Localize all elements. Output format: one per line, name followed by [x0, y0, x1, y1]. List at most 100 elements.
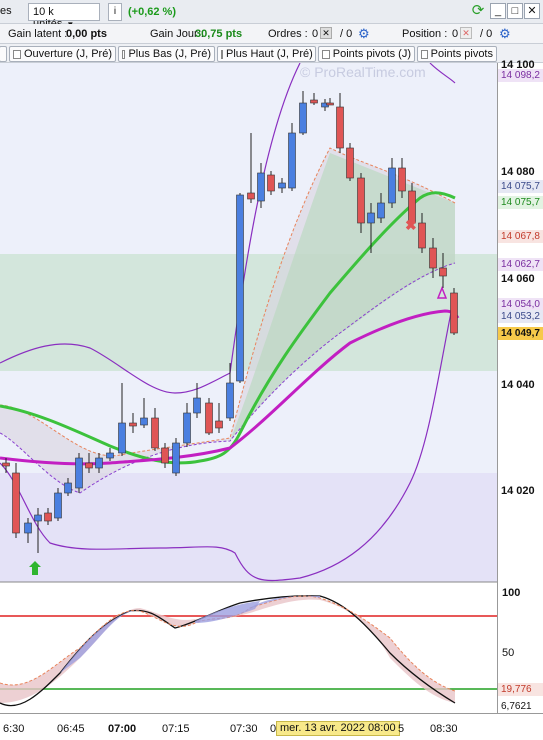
candle-body	[346, 147, 354, 179]
refresh-icon[interactable]: ⟳	[471, 2, 485, 19]
checkbox[interactable]	[13, 49, 21, 59]
indicator-chip-ouverture[interactable]: Ouverture (J, Pré)	[9, 46, 116, 62]
candle-body	[367, 212, 375, 224]
pivot-triangle-icon	[436, 285, 448, 299]
units-select[interactable]: 10 k unités▼	[28, 3, 100, 30]
indicator-chip-pivots-j[interactable]: Points pivots (J)	[318, 46, 415, 62]
candle-body	[288, 132, 296, 189]
toolbar-fragment: es	[0, 5, 12, 17]
candle-body	[257, 172, 265, 202]
ordres-value: 0	[312, 28, 319, 40]
gain-jour-value: 30,75 pts	[195, 28, 243, 40]
candle-body	[118, 422, 126, 454]
gear-icon[interactable]: ⚙	[358, 26, 370, 41]
close-marker-icon: ✖	[405, 217, 417, 233]
status-bar: Gain latent : 0,00 pts Gain Jour : 30,75…	[0, 24, 543, 44]
price-tag: 14 075,7	[498, 180, 543, 193]
candle-body	[236, 194, 244, 382]
candle-body	[44, 512, 52, 522]
gain-latent-value: 0,00 pts	[66, 28, 107, 40]
candle-body	[388, 167, 396, 204]
ordres-total: / 0	[340, 28, 353, 40]
candle-body	[95, 457, 103, 469]
indicator-label: Points pivots (J)	[332, 48, 411, 60]
candle-body	[377, 202, 385, 219]
candle-body	[398, 167, 406, 192]
candle-body	[310, 99, 318, 104]
indicator-label: Points pivots	[430, 48, 493, 60]
indicator-chip-pivots[interactable]: Points pivots	[417, 46, 497, 62]
tick-14020: 14 020	[501, 485, 535, 497]
top-toolbar: es 10 k unités▼ i (+0,62 %) ⟳ _ □ ✕	[0, 0, 543, 30]
watermark: © ProRealTime.com	[300, 64, 426, 80]
checkbox[interactable]	[421, 49, 428, 59]
time-label: 07:15	[162, 723, 190, 735]
checkbox[interactable]	[122, 49, 126, 59]
candle-body	[205, 402, 213, 434]
price-axis: 14 100 14 080 14 060 14 040 14 020 14 09…	[497, 59, 543, 713]
cloud-green	[230, 153, 455, 441]
maximize-button[interactable]: □	[507, 3, 523, 19]
candle-body	[183, 412, 191, 444]
candle-body	[161, 447, 169, 464]
buy-arrow-icon	[29, 561, 41, 575]
candle-body	[215, 420, 223, 429]
gain-jour-label: Gain Jour :	[150, 28, 204, 40]
candle-body	[278, 182, 286, 189]
candle-body	[193, 397, 201, 414]
position-value: 0	[452, 28, 459, 40]
osc-fill-blue-2	[195, 601, 260, 623]
gain-latent-label: Gain latent :	[8, 28, 68, 40]
minimize-button[interactable]: _	[490, 3, 506, 19]
chart-plot-area[interactable]: © ProRealTime.com ✖	[0, 63, 497, 713]
bollinger-upper-right	[429, 63, 456, 84]
candle-body	[429, 247, 437, 269]
indicator-label: Plus Bas (J, Pré)	[128, 48, 211, 60]
candle-body	[12, 472, 20, 534]
candle-body	[24, 522, 32, 534]
candle-body	[172, 442, 180, 474]
osc-signal-line	[0, 595, 456, 692]
tick-14100: 14 100	[501, 59, 535, 71]
time-cursor-label: mer. 13 avr. 2022 08:00	[276, 721, 400, 736]
close-position-icon[interactable]: ✕	[460, 27, 472, 39]
candlesticks	[2, 91, 458, 553]
indicator-chip-partial[interactable]	[0, 46, 7, 62]
time-label: 07:30	[230, 723, 258, 735]
candle-body	[226, 382, 234, 419]
gear-icon[interactable]: ⚙	[499, 26, 511, 41]
bollinger-lower	[0, 292, 456, 582]
osc-fill-blue-3	[250, 595, 320, 608]
time-label: 6:30	[3, 723, 25, 735]
indicator-label: Ouverture (J, Pré)	[23, 48, 112, 60]
info-icon[interactable]: i	[108, 3, 122, 21]
indicator-chip-plus-bas[interactable]: Plus Bas (J, Pré)	[118, 46, 215, 62]
cloud-upper-line	[0, 147, 456, 457]
checkbox[interactable]	[322, 49, 330, 59]
indicator-chip-plus-haut[interactable]: Plus Haut (J, Pré)	[217, 46, 316, 62]
tick-14080: 14 080	[501, 166, 535, 178]
position-total: / 0	[480, 28, 493, 40]
indicator-bar: Ouverture (J, Pré) Plus Bas (J, Pré) Plu…	[0, 44, 543, 63]
osc-tick-50: 50	[502, 647, 515, 659]
close-button[interactable]: ✕	[524, 3, 540, 19]
candle-body	[129, 422, 137, 427]
tick-14040: 14 040	[501, 379, 535, 391]
candle-body	[408, 190, 416, 224]
osc-fill-blue	[60, 610, 140, 673]
candle-body	[336, 106, 344, 149]
time-label: 08:30	[430, 723, 458, 735]
candle-body	[75, 457, 83, 489]
price-tag: 14 067,8	[498, 230, 543, 243]
candle-body	[418, 222, 426, 249]
time-label: 0	[270, 723, 277, 735]
checkbox[interactable]	[221, 49, 223, 59]
time-axis: 6:30 06:45 07:00 07:15 07:30 0 mer. 13 a…	[0, 713, 543, 740]
cloud-lower-line	[0, 262, 456, 494]
osc-tick-100: 100	[502, 587, 521, 599]
candle-body	[106, 452, 114, 459]
close-orders-icon[interactable]: ✕	[320, 27, 332, 39]
candle-body	[326, 102, 334, 106]
candle-body	[299, 102, 307, 134]
candle-body	[357, 177, 365, 224]
